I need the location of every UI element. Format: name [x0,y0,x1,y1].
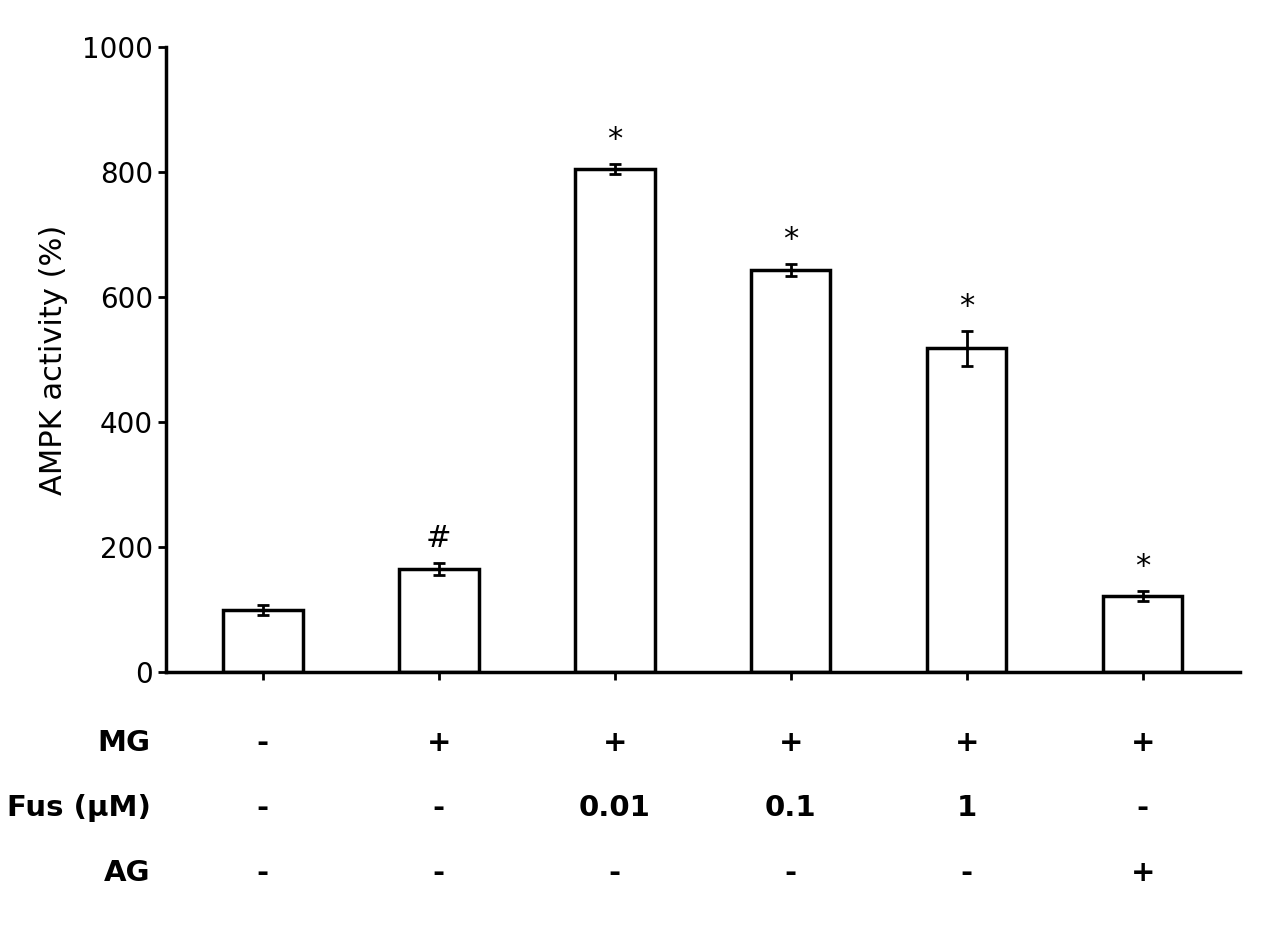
Text: -: - [257,859,268,887]
Text: +: + [603,729,627,757]
Text: *: * [607,125,622,154]
Bar [224,610,303,672]
Text: 1: 1 [957,794,976,822]
Bar [928,348,1007,672]
Text: -: - [961,859,973,887]
Text: +: + [955,729,979,757]
Y-axis label: AMPK activity (%): AMPK activity (%) [40,224,68,495]
Text: 0.01: 0.01 [579,794,651,822]
Text: +: + [778,729,803,757]
Text: +: + [427,729,451,757]
Bar [399,569,478,672]
Text: #: # [426,524,451,553]
Text: -: - [1137,794,1149,822]
Text: +: + [1131,729,1155,757]
Bar [751,270,831,672]
Text: -: - [608,859,621,887]
Text: *: * [1135,552,1150,581]
Text: -: - [785,859,797,887]
Text: *: * [960,291,975,320]
Text: Fus (μM): Fus (μM) [6,794,151,822]
Text: -: - [257,729,268,757]
Text: -: - [433,859,445,887]
Text: MG: MG [98,729,151,757]
Bar [1103,596,1182,672]
Text: *: * [783,225,799,254]
Text: 0.1: 0.1 [766,794,817,822]
Text: AG: AG [105,859,151,887]
Text: -: - [433,794,445,822]
Text: -: - [257,794,268,822]
Text: +: + [1131,859,1155,887]
Bar [575,169,654,672]
